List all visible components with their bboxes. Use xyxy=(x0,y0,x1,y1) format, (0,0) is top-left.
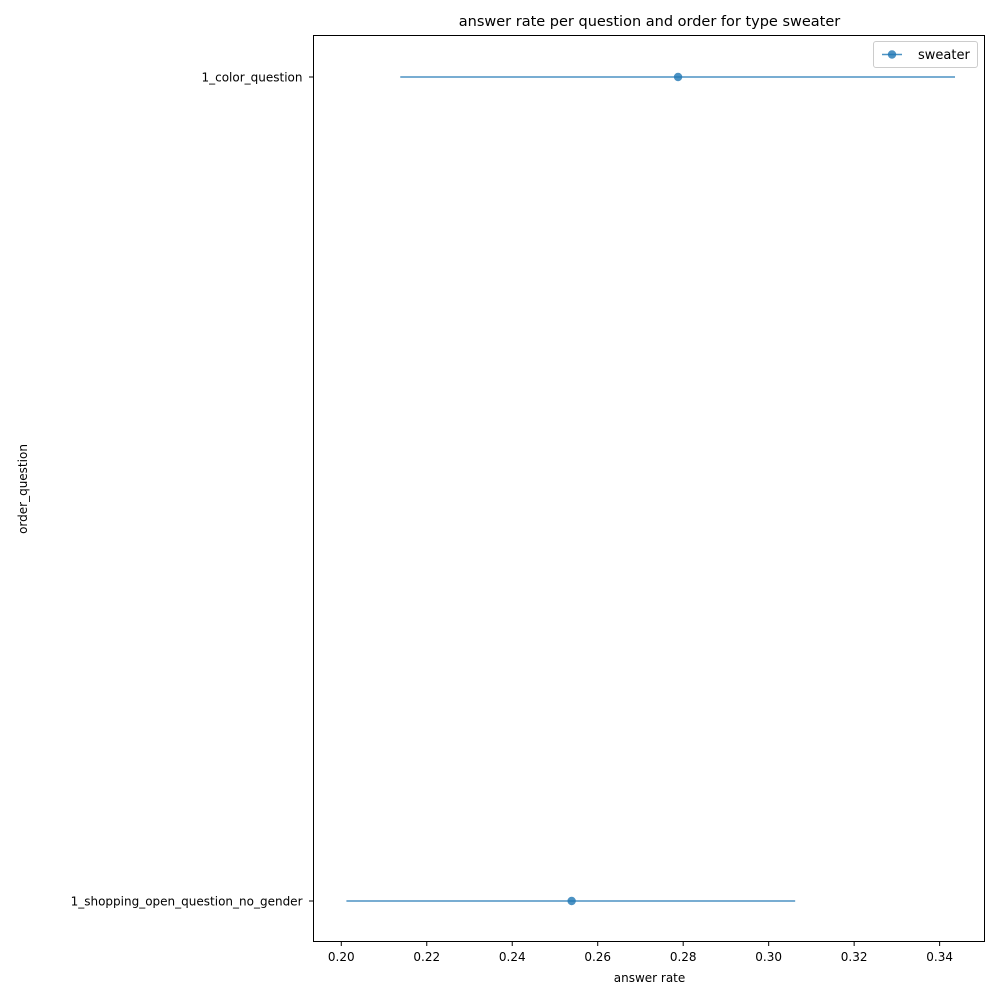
x-tick-label: 0.34 xyxy=(926,950,953,964)
x-tick-label: 0.30 xyxy=(755,950,782,964)
x-tick-label: 0.28 xyxy=(670,950,697,964)
data-point xyxy=(673,72,683,82)
x-tick-label: 0.20 xyxy=(328,950,355,964)
plot-area xyxy=(346,72,956,906)
legend-label: sweater xyxy=(918,48,970,63)
legend-marker xyxy=(887,50,897,59)
x-tick-label: 0.24 xyxy=(499,950,526,964)
x-tick-label: 0.26 xyxy=(584,950,611,964)
plot-frame xyxy=(313,35,985,942)
legend: sweater xyxy=(873,41,978,68)
y-tick-label: 1_color_question xyxy=(201,71,302,85)
x-tick-label: 0.32 xyxy=(841,950,868,964)
y-axis-title: order_question xyxy=(16,444,30,534)
x-tick-label: 0.22 xyxy=(413,950,440,964)
x-axis: 0.20 0.22 0.24 0.26 0.28 0.30 0.32 0.34 xyxy=(328,941,953,964)
x-axis-title: answer rate xyxy=(614,971,686,985)
chart-title: answer rate per question and order for t… xyxy=(459,14,841,30)
data-point xyxy=(567,896,576,906)
y-tick-label: 1_shopping_open_question_no_gender xyxy=(71,895,303,909)
legend-box xyxy=(873,41,978,68)
y-axis: 1_color_question 1_shopping_open_question… xyxy=(71,71,314,909)
